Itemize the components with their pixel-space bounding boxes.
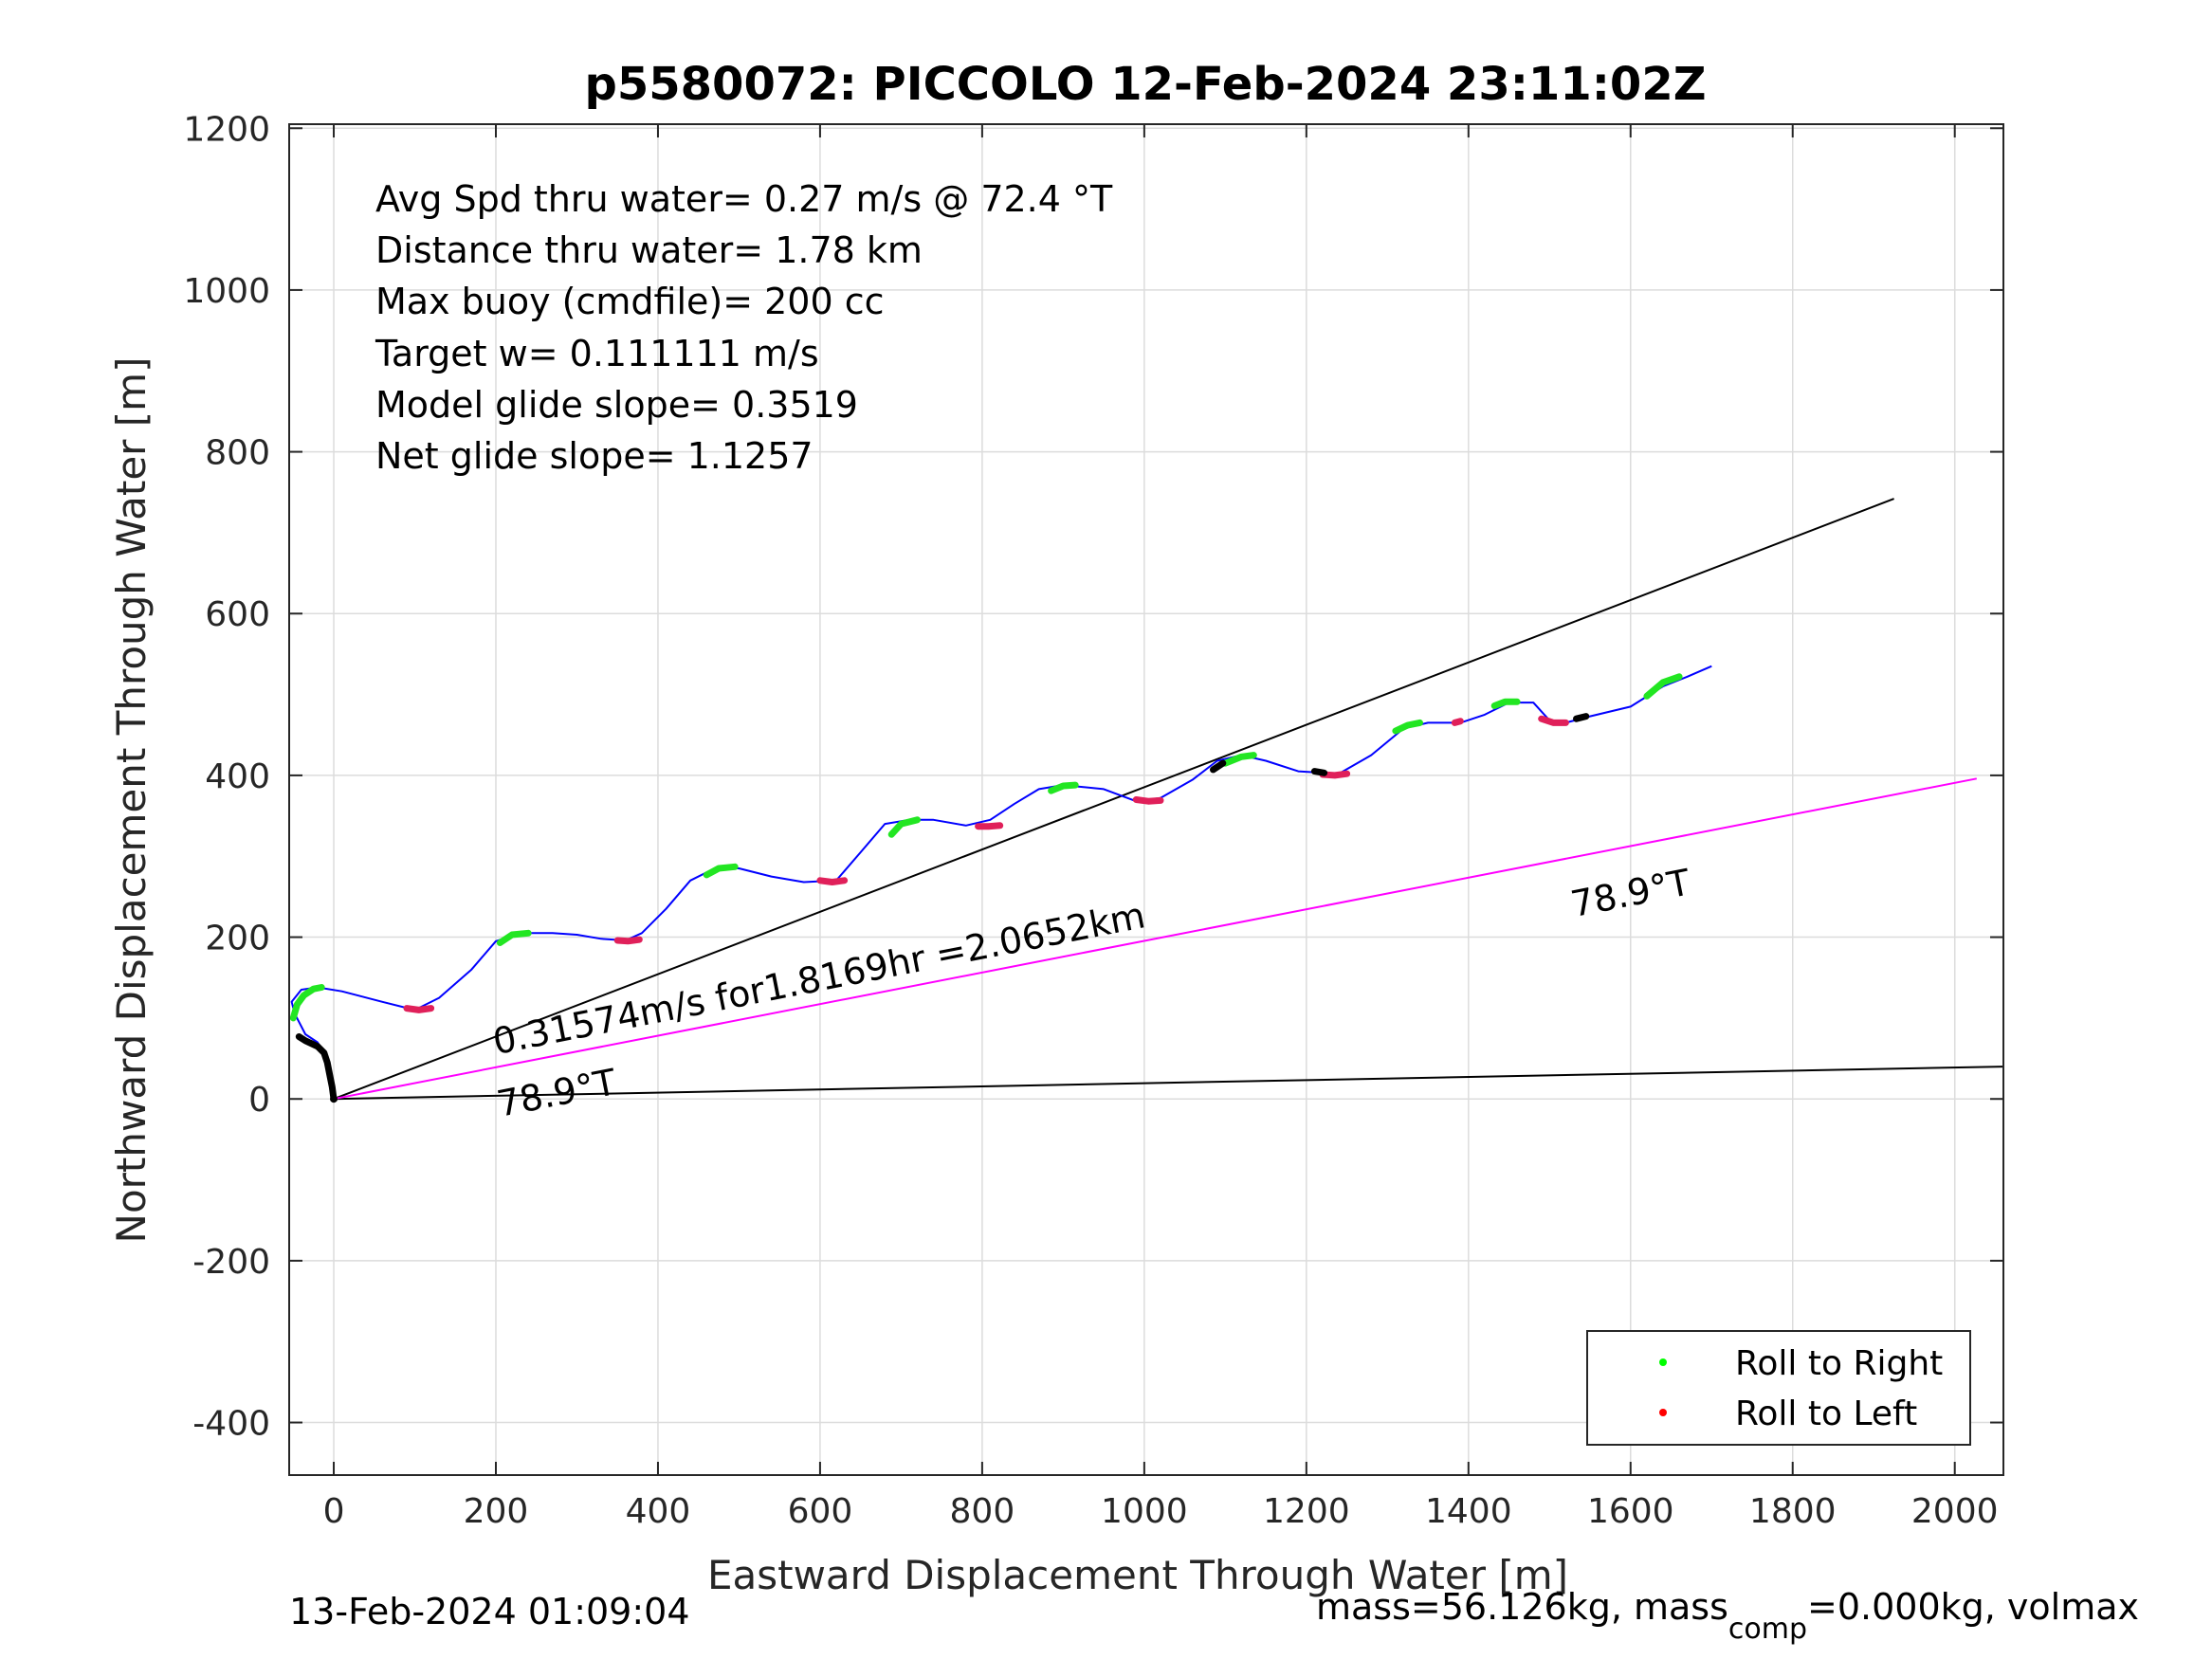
reference-line-2 — [333, 777, 1977, 1101]
legend-label-roll-left: Roll to Left — [1735, 1395, 1917, 1433]
dive-start-segment — [1210, 759, 1227, 774]
data-series — [289, 665, 1712, 1103]
y-tick-label: 1200 — [183, 110, 270, 149]
footer-mass-subscript: comp — [1728, 1613, 1807, 1646]
footer-mass-part2: =0.000kg, volmax — [1807, 1586, 2139, 1628]
x-tick-label: 0 — [323, 1492, 345, 1531]
x-tick-label: 400 — [626, 1492, 691, 1531]
stats-block: Avg Spd thru water= 0.27 m/s @ 72.4 °T D… — [375, 178, 1113, 477]
x-tick-label: 1800 — [1749, 1492, 1837, 1531]
x-axis-label: Eastward Displacement Through Water [m] — [707, 1552, 1568, 1598]
axis-ticks: 0 200 400 600 800 1000 1200 1400 1600 1800 2000-40… — [183, 110, 2003, 1531]
roll-left-segment — [1132, 796, 1164, 805]
footer-mass-part1: mass=56.126kg, mass — [1316, 1586, 1728, 1628]
roll-right-segment — [887, 816, 921, 838]
x-tick-label: 1400 — [1425, 1492, 1512, 1531]
axes-box — [288, 123, 2004, 1476]
dive-start-segment — [1310, 768, 1328, 776]
y-tick-label: 400 — [205, 757, 270, 796]
dive-start-segment — [295, 1033, 338, 1103]
stat-max-buoy: Max buoy (cmdfile)= 200 cc — [375, 281, 885, 322]
roll-right-segment — [1048, 781, 1079, 794]
roll-left-segment — [613, 936, 643, 945]
roll-left-segment — [403, 1005, 435, 1013]
roll-left-segment — [1451, 718, 1464, 726]
roll-right-segment — [1392, 719, 1423, 735]
stat-target-w: Target w= 0.111111 m/s — [375, 333, 819, 374]
y-tick-label: 200 — [205, 920, 270, 958]
reference-line-1 — [333, 1066, 2004, 1101]
reference-lines — [333, 498, 2004, 1101]
stat-avg-speed: Avg Spd thru water= 0.27 m/s @ 72.4 °T — [375, 178, 1113, 220]
roll-right-segment — [1643, 673, 1683, 700]
origin-point — [330, 1095, 338, 1103]
stat-model-glide: Model glide slope= 0.3519 — [375, 384, 858, 426]
reference-line-0 — [333, 498, 1894, 1101]
x-tick-label: 2000 — [1911, 1492, 1999, 1531]
footer-mass-info: mass=56.126kg, masscomp=0.000kg, volmax — [1316, 1586, 2139, 1646]
roll-left-segment — [1538, 715, 1569, 726]
roll-left-segment — [816, 877, 849, 885]
track-line — [290, 665, 1712, 1100]
y-axis-label: Northward Displacement Through Water [m] — [108, 357, 155, 1244]
x-tick-label: 600 — [788, 1492, 853, 1531]
line-annotation: 78.9°T — [494, 1061, 621, 1125]
dive-start-segment — [1573, 713, 1590, 722]
y-tick-label: 0 — [248, 1081, 270, 1120]
roll-right-segment — [1221, 752, 1257, 767]
y-tick-label: -400 — [192, 1405, 270, 1444]
x-tick-label: 200 — [464, 1492, 529, 1531]
y-tick-label: 800 — [205, 434, 270, 473]
footer-timestamp: 13-Feb-2024 01:09:04 — [289, 1591, 690, 1632]
roll-right-segment — [1490, 698, 1521, 709]
legend-marker-roll-left — [1659, 1409, 1667, 1416]
legend: Roll to Right Roll to Left — [1586, 1330, 1971, 1446]
legend-box — [1586, 1330, 1971, 1446]
legend-marker-roll-right — [1659, 1358, 1667, 1366]
chart-title: p5580072: PICCOLO 12-Feb-2024 23:11:02Z — [584, 58, 1706, 111]
x-tick-label: 800 — [950, 1492, 1015, 1531]
roll-right-segment — [289, 984, 325, 1022]
grid-lines — [289, 124, 2003, 1475]
y-tick-label: 1000 — [183, 272, 270, 311]
stat-distance: Distance thru water= 1.78 km — [375, 229, 923, 271]
x-tick-label: 1000 — [1101, 1492, 1188, 1531]
roll-right-segment — [496, 929, 532, 946]
chart-annotations: 0.31574m/s for1.8169hr =2.0652km78.9°T78… — [489, 861, 1694, 1125]
line-annotation: 0.31574m/s for1.8169hr =2.0652km — [489, 894, 1148, 1063]
y-tick-label: 600 — [205, 595, 270, 634]
roll-right-segment — [703, 863, 739, 879]
x-tick-label: 1200 — [1263, 1492, 1350, 1531]
stat-net-glide: Net glide slope= 1.1257 — [375, 435, 814, 477]
y-tick-label: -200 — [192, 1243, 270, 1282]
x-tick-label: 1600 — [1587, 1492, 1674, 1531]
legend-label-roll-right: Roll to Right — [1735, 1344, 1943, 1383]
roll-left-segment — [975, 822, 1004, 830]
